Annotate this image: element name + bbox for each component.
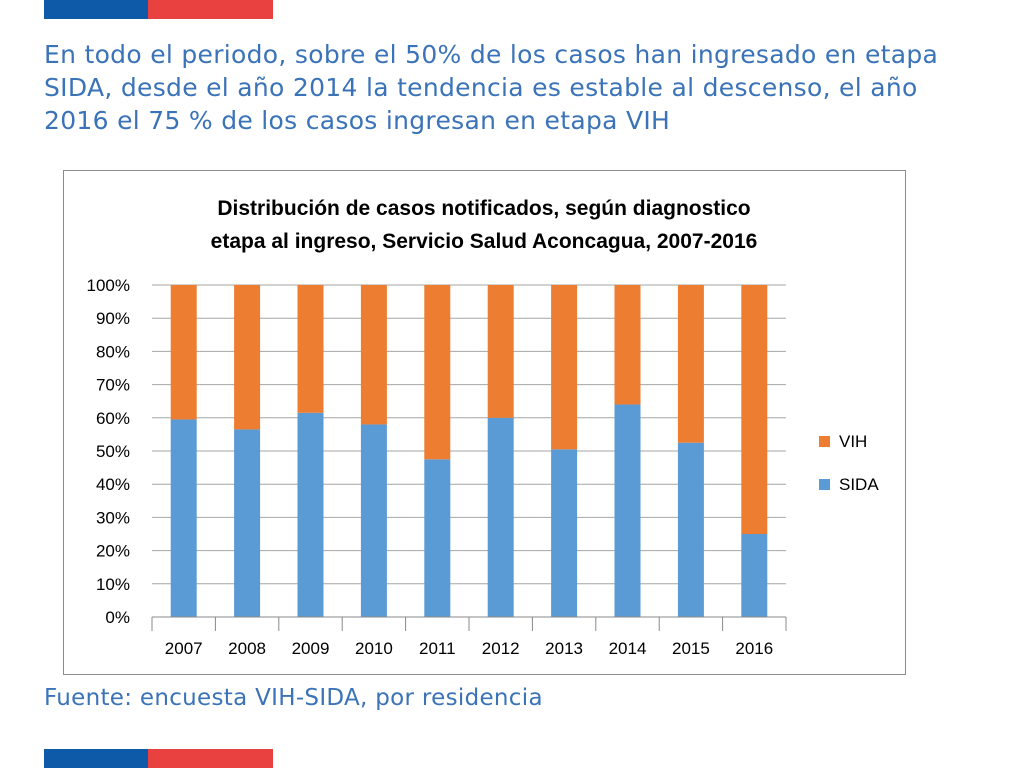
x-axis: 2007 2008 2009 2010 2011 2012 2013 2014 2015 2016 xyxy=(151,616,787,658)
x-tick-label: 2009 xyxy=(292,639,330,658)
chart-title-line-2: etapa al ingreso, Servicio Salud Aconcag… xyxy=(211,230,758,253)
bar-sida-2013 xyxy=(551,449,578,617)
slide-headline: En todo el periodo, sobre el 50% de los … xyxy=(44,40,939,135)
stripe-red-segment xyxy=(148,0,273,19)
bar-sida-2010 xyxy=(360,424,387,617)
bar-vih-2007 xyxy=(170,285,197,420)
bar-vih-2014 xyxy=(614,285,641,405)
bar-sida-2012 xyxy=(487,417,514,617)
x-tick-label: 2008 xyxy=(228,639,266,658)
bar-vih-2015 xyxy=(677,285,704,443)
y-tick-label: 80% xyxy=(96,342,130,361)
y-axis: 0% 10% 20% 30% 40% 50% 60% 70% 80% 90% 100% xyxy=(87,276,130,627)
top-brand-stripe xyxy=(44,0,273,19)
bar-vih-2012 xyxy=(487,285,514,418)
x-tick-label: 2012 xyxy=(482,639,520,658)
x-tick-label: 2010 xyxy=(355,639,393,658)
bar-vih-2011 xyxy=(424,285,451,460)
bar-sida-2015 xyxy=(677,442,704,617)
bar-sida-2014 xyxy=(614,404,641,617)
bar-sida-2007 xyxy=(170,419,197,617)
bar-sida-2009 xyxy=(297,412,324,617)
bar-sida-2016 xyxy=(741,534,768,617)
y-tick-label: 10% xyxy=(96,575,130,594)
y-tick-label: 0% xyxy=(105,608,130,627)
y-tick-label: 30% xyxy=(96,508,130,527)
legend-swatch-vih xyxy=(819,436,830,447)
x-tick-label: 2014 xyxy=(609,639,647,658)
y-tick-label: 40% xyxy=(96,475,130,494)
stripe-red-segment xyxy=(148,749,273,768)
legend-label-vih: VIH xyxy=(839,432,867,451)
bars xyxy=(170,285,768,617)
chart-title-line-1: Distribución de casos notificados, según… xyxy=(217,197,750,220)
y-tick-label: 90% xyxy=(96,309,130,328)
chart-frame: Distribución de casos notificados, según… xyxy=(63,170,906,675)
x-tick-label: 2015 xyxy=(672,639,710,658)
stripe-blue-segment xyxy=(44,0,148,19)
bar-sida-2008 xyxy=(234,429,261,617)
bottom-brand-stripe xyxy=(44,749,273,768)
y-tick-label: 20% xyxy=(96,542,130,561)
legend-swatch-sida xyxy=(819,479,830,490)
stacked-bar-chart: Distribución de casos notificados, según… xyxy=(87,197,880,658)
bar-vih-2009 xyxy=(297,285,324,413)
legend: VIH SIDA xyxy=(819,432,879,494)
y-tick-label: 60% xyxy=(96,409,130,428)
y-tick-label: 70% xyxy=(96,376,130,395)
y-tick-label: 100% xyxy=(87,276,130,295)
x-tick-label: 2007 xyxy=(165,639,203,658)
x-tick-label: 2011 xyxy=(419,639,456,658)
x-tick-label: 2013 xyxy=(545,639,583,658)
bar-sida-2011 xyxy=(424,459,451,617)
legend-label-sida: SIDA xyxy=(839,475,879,494)
x-tick-label: 2016 xyxy=(735,639,773,658)
source-note: Fuente: encuesta VIH-SIDA, por residenci… xyxy=(44,685,543,711)
bar-vih-2010 xyxy=(360,285,387,425)
bar-vih-2008 xyxy=(234,285,261,430)
stripe-blue-segment xyxy=(44,749,148,768)
bar-vih-2016 xyxy=(741,285,768,534)
bar-vih-2013 xyxy=(551,285,578,450)
y-tick-label: 50% xyxy=(96,442,130,461)
